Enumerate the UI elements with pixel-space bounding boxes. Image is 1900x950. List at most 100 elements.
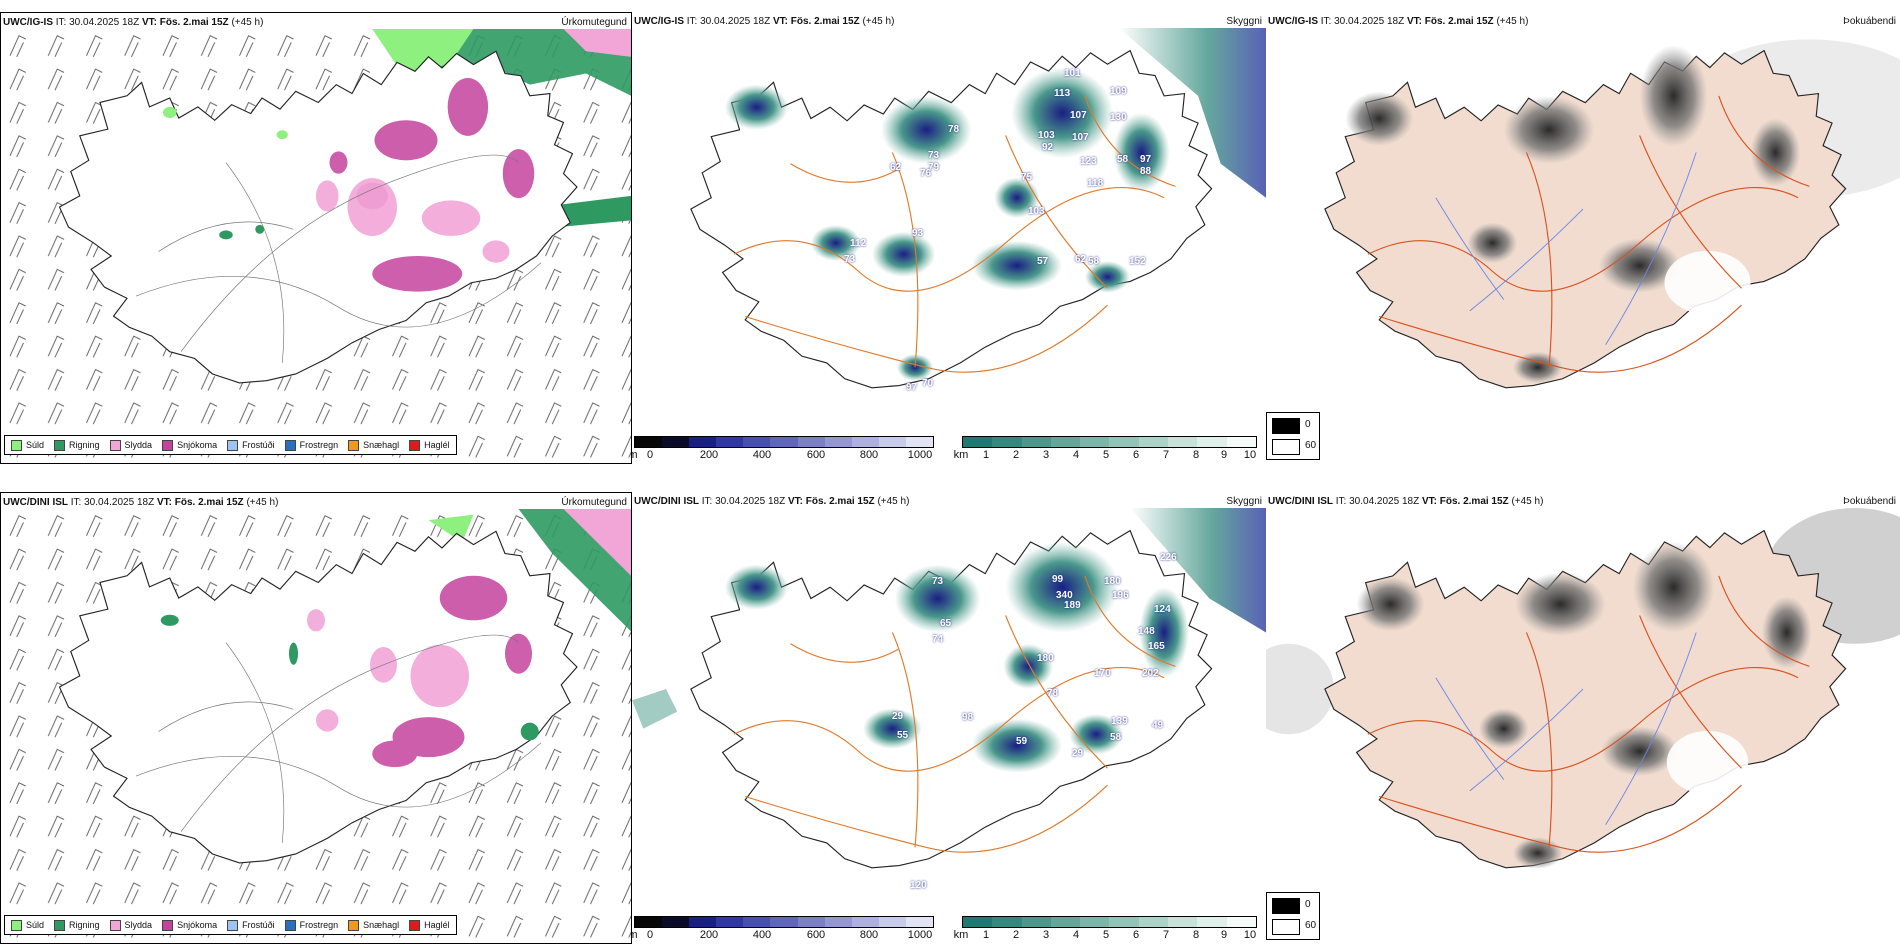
cloud-base-value: 148 — [1138, 626, 1155, 637]
legend-item: Snjókoma — [162, 919, 217, 931]
legend-item: Haglél — [409, 919, 450, 931]
legend-item: Snæhagl — [348, 439, 399, 451]
precip-type-panel-row1: UWC/IG-IS IT: 30.04.2025 18Z VT: Fös. 2.… — [0, 12, 632, 464]
visibility-panel-row1: UWC/IG-IS IT: 30.04.2025 18Z VT: Fös. 2.… — [632, 12, 1266, 464]
cloud-base-value: 92 — [1042, 142, 1054, 153]
cloud-base-value: 88 — [1140, 166, 1152, 177]
panel-title: UWC/DINI ISL IT: 30.04.2025 18Z VT: Fös.… — [634, 496, 910, 507]
legend-item: Haglél — [409, 439, 450, 451]
cloud-base-value: 78 — [948, 124, 960, 135]
cloud-base-value: 55 — [897, 730, 909, 741]
legend-item: Súld — [11, 439, 44, 451]
cloud-base-value: 107 — [1070, 110, 1087, 121]
cloud-base-value: 340 — [1056, 590, 1073, 601]
legend-item: Slydda — [109, 439, 152, 451]
cloud-base-value: 165 — [1148, 641, 1165, 652]
cloud-base-value: 152 — [1129, 256, 1146, 267]
panel-name: Þokuábendi — [1843, 496, 1896, 507]
legend-item: Frostregn — [284, 439, 338, 451]
cloud-base-value: 180 — [1104, 576, 1121, 587]
panel-title: UWC/DINI ISL IT: 30.04.2025 18Z VT: Fös.… — [3, 497, 279, 508]
cloud-base-value: 76 — [920, 168, 932, 179]
precip-map — [1, 29, 631, 463]
cloud-base-value: 109 — [1110, 86, 1127, 97]
legend-item: Frostúði — [227, 919, 275, 931]
cloud-base-value: 74 — [932, 634, 944, 645]
cloud-base-value: 98 — [962, 712, 974, 723]
panel-name: Skyggni — [1226, 16, 1262, 27]
cloud-base-value: 58 — [1117, 154, 1129, 165]
cloud-base-colorbar: m 0 200 400 600 800 1000 — [632, 436, 934, 461]
cloud-base-value: 139 — [1111, 716, 1128, 727]
cloud-base-labels-row1: 101 113 109 107 130 103 92 107 123 58 97 88 78 73 79 62… — [632, 28, 1266, 424]
legend-item: Frostregn — [284, 919, 338, 931]
cloud-base-value: 118 — [1087, 178, 1104, 189]
visibility-map — [632, 508, 1266, 904]
legend-item: Rigning — [54, 919, 100, 931]
cloud-base-value: 70 — [922, 378, 934, 389]
legend-item: Súld — [11, 919, 44, 931]
panel-name: Úrkomutegund — [561, 497, 627, 508]
panel-name: Þokuábendi — [1843, 16, 1896, 27]
cloud-base-value: 124 — [1154, 604, 1171, 615]
precip-map — [1, 509, 631, 943]
legend-item: Snjókoma — [162, 439, 217, 451]
cloud-base-value: 65 — [940, 618, 952, 629]
cloud-base-value: 93 — [912, 228, 924, 239]
precip-type-panel-row2: UWC/DINI ISL IT: 30.04.2025 18Z VT: Fös.… — [0, 492, 632, 944]
cloud-base-value: 130 — [1110, 112, 1127, 123]
panel-title: UWC/IG-IS IT: 30.04.2025 18Z VT: Fös. 2.… — [634, 16, 895, 27]
panel-title: UWC/DINI ISL IT: 30.04.2025 18Z VT: Fös.… — [1268, 496, 1544, 507]
cloud-base-value: 97 — [1140, 154, 1152, 165]
cloud-base-value: 226 — [1160, 552, 1177, 563]
cloud-base-value: 58 — [1110, 732, 1122, 743]
cloud-base-value: 112 — [850, 238, 867, 249]
legend-item: Snæhagl — [348, 919, 399, 931]
cloud-base-value: 59 — [1016, 736, 1028, 747]
visibility-colorbar: km 1 2 3 4 5 6 7 8 9 10 — [954, 916, 1257, 941]
precip-legend: Súld Rigning Slydda Snjókoma Frostúði Fr… — [4, 915, 457, 935]
cloud-base-value: 123 — [1080, 156, 1097, 167]
cloud-base-value: 107 — [1072, 132, 1089, 143]
cloud-base-value: 58 — [1088, 256, 1100, 267]
cloud-base-value: 75 — [1021, 172, 1033, 183]
cloud-base-value: 113 — [1054, 88, 1071, 99]
cloud-base-value: 99 — [1052, 574, 1064, 585]
visibility-panel-row2: UWC/DINI ISL IT: 30.04.2025 18Z VT: Fös.… — [632, 492, 1266, 944]
cloud-base-value: 196 — [1112, 590, 1129, 601]
cloud-base-value: 97 — [906, 382, 918, 393]
cloud-base-value: 29 — [1072, 748, 1084, 759]
cloud-base-value: 79 — [928, 162, 940, 173]
cloud-base-value: 78 — [1047, 688, 1059, 699]
cloud-base-colorbar: m 0 200 400 600 800 1000 — [632, 916, 934, 941]
cloud-base-value: 101 — [1064, 68, 1081, 79]
precip-legend: Súld Rigning Slydda Snjókoma Frostúði Fr… — [4, 435, 457, 455]
cloud-base-value: 29 — [892, 711, 904, 722]
cloud-base-labels-row2: 226 99 180 196 340 189 124 148 165 202 180 170 78 73 6… — [632, 508, 1266, 904]
legend-item: Slydda — [109, 919, 152, 931]
cloud-base-value: 120 — [910, 880, 927, 891]
visibility-map — [632, 28, 1266, 424]
fog-map — [1266, 508, 1900, 904]
visibility-colorbar: km 1 2 3 4 5 6 7 8 9 10 — [954, 436, 1257, 461]
panel-name: Skyggni — [1226, 496, 1262, 507]
cloud-base-value: 73 — [844, 254, 856, 265]
cloud-base-value: 189 — [1064, 600, 1081, 611]
cloud-base-value: 62 — [890, 162, 902, 173]
cloud-base-value: 202 — [1142, 668, 1159, 679]
fog-legend: 0 60 — [1266, 892, 1320, 940]
cloud-base-value: 103 — [1038, 130, 1055, 141]
panel-name: Úrkomutegund — [561, 17, 627, 28]
cloud-base-value: 49 — [1152, 720, 1164, 731]
fog-map — [1266, 28, 1900, 424]
cloud-base-value: 103 — [1028, 206, 1045, 217]
cloud-base-value: 73 — [928, 150, 940, 161]
cloud-base-value: 62 — [1075, 254, 1087, 265]
fog-legend: 0 60 — [1266, 412, 1320, 460]
cloud-base-value: 170 — [1094, 668, 1111, 679]
cloud-base-value: 73 — [932, 576, 944, 587]
fog-panel-row2: UWC/DINI ISL IT: 30.04.2025 18Z VT: Fös.… — [1266, 492, 1900, 944]
cloud-base-value: 180 — [1037, 653, 1054, 664]
panel-title: UWC/IG-IS IT: 30.04.2025 18Z VT: Fös. 2.… — [3, 17, 264, 28]
legend-item: Rigning — [54, 439, 100, 451]
